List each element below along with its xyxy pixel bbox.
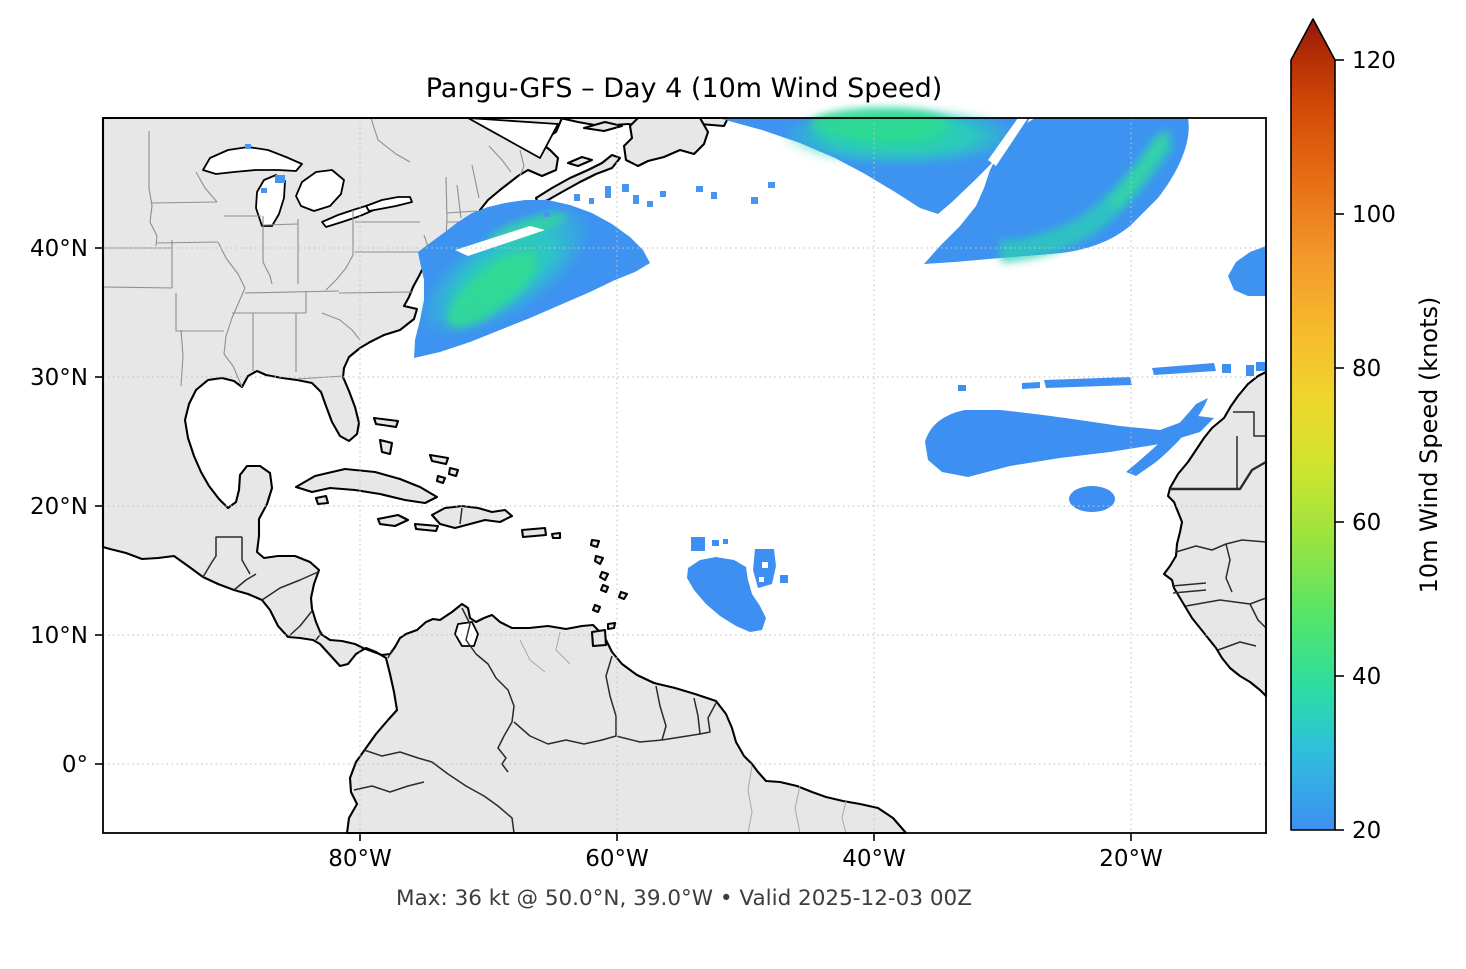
y-tick-0: 0° (62, 752, 88, 778)
brazil-venezuela-internal-borders (519, 631, 847, 834)
prince-edward-island (566, 155, 594, 168)
colorbar: 120 100 80 60 40 20 10m Wind Speed (knot… (1290, 18, 1443, 844)
cbar-tick-40: 40 (1352, 664, 1381, 690)
americas-mainland (101, 116, 908, 835)
x-tick-20w: 20°W (1099, 846, 1163, 872)
lesser-antilles (550, 531, 629, 614)
cbar-tick-20: 20 (1352, 818, 1381, 844)
landmasses (101, 116, 1268, 835)
jamaica (376, 513, 410, 528)
wind-speed-shading (245, 106, 1266, 632)
st-lawrence-estuary (467, 117, 559, 159)
newfoundland (622, 116, 710, 168)
x-axis-labels: 80°W 60°W 40°W 20°W (328, 846, 1163, 872)
country-borders (202, 411, 1267, 834)
wind-patch-north-atlantic (718, 106, 1189, 264)
state-borders (102, 117, 525, 388)
y-tick-10n: 10°N (30, 623, 88, 649)
nova-scotia (534, 153, 622, 206)
haiti-peninsula (413, 522, 440, 533)
colorbar-gradient-bar (1290, 18, 1336, 831)
west-africa (1162, 370, 1268, 698)
cbar-tick-120: 120 (1352, 48, 1396, 74)
great-lakes (202, 146, 479, 647)
wind-specks-northeast (544, 182, 775, 217)
plot-frame (102, 117, 1267, 834)
x-tick-40w: 40°W (842, 846, 906, 872)
colorbar-axis-label: 10m Wind Speed (knots) (1415, 297, 1443, 594)
x-tick-60w: 60°W (585, 846, 649, 872)
axis-ticks (95, 247, 1132, 841)
anticosti-island (582, 120, 624, 133)
y-axis-labels: 40°N 30°N 20°N 10°N 0° (30, 236, 88, 778)
wind-specks-great-lakes (245, 144, 285, 193)
figure-title: Pangu-GFS – Day 4 (10m Wind Speed) (426, 73, 943, 104)
trinidad (590, 628, 608, 648)
y-tick-30n: 30°N (30, 365, 88, 391)
lake-ontario (365, 196, 413, 212)
isle-of-youth (314, 494, 330, 506)
wind-patch-us-east-coast (414, 200, 650, 358)
colorbar-ticks (1335, 59, 1344, 831)
cbar-tick-60: 60 (1352, 510, 1381, 536)
x-tick-80w: 80°W (328, 846, 392, 872)
puerto-rico (520, 526, 548, 539)
lake-huron (295, 169, 345, 212)
lake-maracaibo (454, 621, 479, 647)
lake-superior (202, 146, 303, 175)
cbar-tick-100: 100 (1352, 202, 1396, 228)
bahamas (372, 416, 460, 485)
cuba (294, 467, 439, 505)
y-tick-20n: 20°N (30, 494, 88, 520)
y-tick-40n: 40°N (30, 236, 88, 262)
wind-patch-tropical-atlantic (687, 537, 788, 632)
cbar-tick-80: 80 (1352, 356, 1381, 382)
figure-caption: Max: 36 kt @ 50.0°N, 39.0°W • Valid 2025… (396, 886, 972, 911)
hispaniola (430, 504, 514, 530)
colorbar-tick-labels: 120 100 80 60 40 20 (1352, 48, 1396, 844)
tobago (606, 621, 617, 631)
wind-patch-off-iberia (1228, 246, 1266, 296)
